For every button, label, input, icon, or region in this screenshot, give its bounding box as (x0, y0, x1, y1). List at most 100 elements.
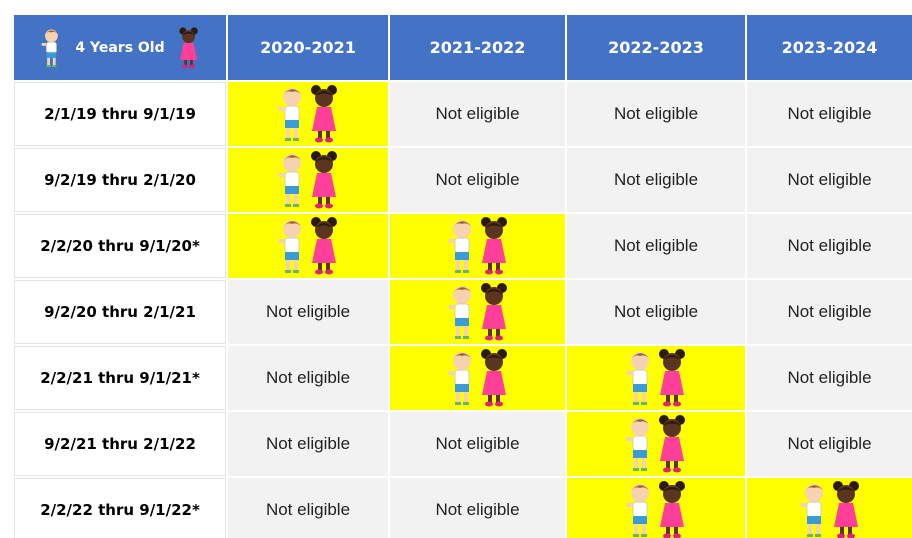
not-eligible-cell-text: Not eligible (614, 236, 698, 256)
row-label: 9/2/21 thru 2/1/22 (14, 412, 226, 476)
row-label: 2/1/19 thru 9/1/19 (14, 82, 226, 146)
not-eligible-cell: Not eligible (747, 214, 912, 278)
not-eligible-cell: Not eligible (567, 280, 745, 344)
row-label-text: 2/2/21 thru 9/1/21* (40, 369, 200, 387)
row-label: 2/2/20 thru 9/1/20* (14, 214, 226, 278)
not-eligible-cell-text: Not eligible (787, 434, 871, 454)
kids-icon (620, 479, 692, 538)
not-eligible-cell-text: Not eligible (435, 434, 519, 454)
girl (481, 283, 507, 341)
column-header: 2021-2022 (390, 15, 565, 80)
kids-icon (272, 215, 344, 277)
not-eligible-cell: Not eligible (567, 148, 745, 212)
kids-icon (794, 479, 866, 538)
boy (448, 286, 471, 339)
girl (481, 349, 507, 407)
boy (800, 484, 823, 537)
not-eligible-cell: Not eligible (747, 280, 912, 344)
row-label-text: 2/2/20 thru 9/1/20* (40, 237, 200, 255)
not-eligible-cell: Not eligible (747, 346, 912, 410)
boy (626, 418, 649, 471)
not-eligible-cell: Not eligible (390, 148, 565, 212)
eligible-cell (567, 346, 745, 410)
not-eligible-cell-text: Not eligible (787, 236, 871, 256)
eligibility-table: 4 Years Old 2020-2021 2021-2022 2022-2023 2… (0, 0, 912, 538)
girl (659, 481, 685, 538)
girl (179, 27, 197, 68)
boy (42, 29, 58, 67)
not-eligible-cell-text: Not eligible (614, 170, 698, 190)
eligible-cell (228, 82, 388, 146)
column-header-text: 2021-2022 (430, 38, 526, 57)
kids-icon (175, 26, 205, 70)
not-eligible-cell-text: Not eligible (614, 302, 698, 322)
not-eligible-cell: Not eligible (228, 346, 388, 410)
kids-icon (272, 149, 344, 211)
eligible-cell (390, 214, 565, 278)
eligible-cell (567, 412, 745, 476)
row-label-text: 2/2/22 thru 9/1/22* (40, 501, 200, 519)
column-header: 2022-2023 (567, 15, 745, 80)
kids-icon (442, 281, 514, 343)
not-eligible-cell: Not eligible (747, 82, 912, 146)
not-eligible-cell-text: Not eligible (266, 434, 350, 454)
girl (659, 415, 685, 473)
row-label-text: 9/2/19 thru 2/1/20 (44, 171, 196, 189)
row-label-text: 2/1/19 thru 9/1/19 (44, 105, 196, 123)
eligible-cell (390, 280, 565, 344)
eligible-cell (228, 148, 388, 212)
not-eligible-cell: Not eligible (567, 214, 745, 278)
not-eligible-cell: Not eligible (747, 148, 912, 212)
not-eligible-cell: Not eligible (567, 82, 745, 146)
row-label-text: 9/2/21 thru 2/1/22 (44, 435, 196, 453)
column-header-text: 2020-2021 (260, 38, 356, 57)
not-eligible-cell-text: Not eligible (266, 500, 350, 520)
girl (481, 217, 507, 275)
eligible-cell (567, 478, 745, 538)
column-header: 2023-2024 (747, 15, 912, 80)
boy (278, 154, 301, 207)
row-label: 9/2/20 thru 2/1/21 (14, 280, 226, 344)
kids-icon (35, 26, 65, 70)
row-label: 2/2/22 thru 9/1/22* (14, 478, 226, 538)
kids-icon (620, 413, 692, 475)
girl (659, 349, 685, 407)
kids-icon (442, 215, 514, 277)
boy (278, 88, 301, 141)
eligible-cell (747, 478, 912, 538)
not-eligible-cell-text: Not eligible (787, 302, 871, 322)
not-eligible-cell: Not eligible (228, 478, 388, 538)
boy (626, 352, 649, 405)
not-eligible-cell-text: Not eligible (266, 302, 350, 322)
not-eligible-cell: Not eligible (228, 412, 388, 476)
not-eligible-cell-text: Not eligible (435, 500, 519, 520)
column-header-text: 2022-2023 (608, 38, 704, 57)
header-title-cell: 4 Years Old (14, 15, 226, 80)
kids-icon (442, 347, 514, 409)
kids-icon (272, 83, 344, 145)
not-eligible-cell: Not eligible (747, 412, 912, 476)
boy (278, 220, 301, 273)
girl (833, 481, 859, 538)
not-eligible-cell-text: Not eligible (787, 170, 871, 190)
boy (448, 220, 471, 273)
not-eligible-cell-text: Not eligible (435, 104, 519, 124)
not-eligible-cell-text: Not eligible (435, 170, 519, 190)
header-title: 4 Years Old (75, 40, 164, 56)
not-eligible-cell-text: Not eligible (614, 104, 698, 124)
not-eligible-cell: Not eligible (390, 412, 565, 476)
row-label: 9/2/19 thru 2/1/20 (14, 148, 226, 212)
row-label-text: 9/2/20 thru 2/1/21 (44, 303, 196, 321)
girl (311, 217, 337, 275)
boy (626, 484, 649, 537)
girl (311, 85, 337, 143)
girl (311, 151, 337, 209)
not-eligible-cell: Not eligible (390, 82, 565, 146)
row-label: 2/2/21 thru 9/1/21* (14, 346, 226, 410)
not-eligible-cell-text: Not eligible (787, 368, 871, 388)
column-header-text: 2023-2024 (782, 38, 878, 57)
boy (448, 352, 471, 405)
not-eligible-cell: Not eligible (390, 478, 565, 538)
not-eligible-cell: Not eligible (228, 280, 388, 344)
not-eligible-cell-text: Not eligible (266, 368, 350, 388)
